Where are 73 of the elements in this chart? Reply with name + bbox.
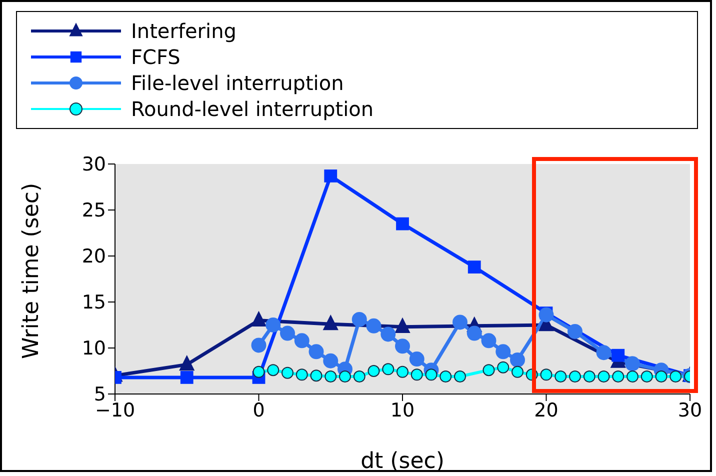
x-tick-label: 30: [678, 399, 702, 422]
point: [466, 326, 482, 341]
point: [368, 365, 380, 377]
point: [440, 370, 452, 383]
point: [452, 314, 468, 330]
point: [410, 368, 423, 381]
point: [282, 366, 294, 379]
point: [353, 370, 366, 383]
y-tick-label: 10: [82, 338, 106, 360]
point: [583, 370, 596, 383]
y-tick-label: 20: [82, 246, 106, 268]
point: [352, 312, 367, 327]
y-axis-title: Write time (sec): [18, 182, 44, 359]
point: [266, 318, 281, 332]
point: [538, 307, 554, 322]
point: [625, 356, 640, 372]
point: [497, 361, 510, 374]
legend-label: Interfering: [131, 19, 236, 43]
point: [280, 326, 295, 341]
point: [310, 370, 322, 382]
point: [267, 364, 280, 376]
point: [512, 366, 524, 378]
point: [482, 364, 495, 376]
point: [481, 333, 496, 348]
y-tick-label: 25: [82, 200, 106, 222]
legend-label: FCFS: [131, 45, 180, 69]
legend-label: Round-level interruption: [131, 97, 374, 121]
point: [366, 318, 382, 334]
point: [323, 315, 338, 330]
point: [598, 370, 610, 383]
point: [382, 363, 394, 376]
y-tick-label: 5: [94, 384, 106, 406]
point: [612, 370, 624, 383]
point: [612, 348, 625, 362]
point: [409, 352, 424, 367]
point: [179, 356, 194, 371]
point: [454, 370, 466, 383]
point: [510, 352, 525, 368]
point: [252, 366, 265, 378]
legend-label: File-level interruption: [131, 71, 344, 95]
x-tick-label: 10: [390, 399, 415, 422]
point: [395, 318, 410, 333]
point: [640, 370, 653, 383]
point: [596, 345, 612, 360]
y-tick-label: 30: [82, 154, 106, 176]
point: [339, 370, 351, 383]
y-tick-label: 15: [82, 292, 106, 314]
x-tick-label: 0: [252, 399, 265, 422]
point: [296, 368, 308, 381]
x-tick-label: 20: [534, 399, 558, 422]
point: [425, 368, 438, 381]
point: [655, 370, 668, 383]
point: [380, 326, 396, 342]
point: [554, 370, 567, 383]
point: [251, 338, 266, 353]
point: [626, 370, 638, 383]
point: [323, 353, 338, 368]
point: [569, 370, 581, 383]
point: [468, 260, 481, 274]
x-axis-title: dt (sec): [360, 449, 444, 474]
point: [251, 312, 266, 326]
point: [670, 370, 682, 383]
point: [324, 370, 337, 383]
point: [308, 344, 324, 360]
point: [324, 170, 338, 182]
point: [396, 217, 409, 230]
point: [395, 338, 410, 354]
point: [540, 368, 552, 381]
point: [568, 324, 582, 339]
point: [396, 366, 408, 378]
point: [294, 333, 310, 348]
point: [180, 370, 194, 384]
point: [496, 344, 511, 360]
